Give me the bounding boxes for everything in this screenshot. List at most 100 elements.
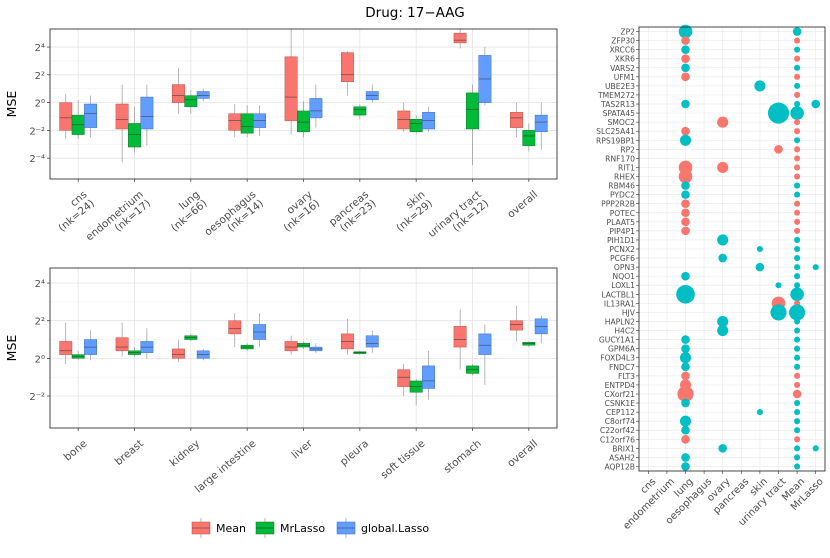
gene-label: ZFP30 [611,37,635,46]
x-tick-label: stomach [442,438,484,476]
x-tick-label: overall [505,438,540,470]
dot-GPM6A-lung [681,344,690,353]
box-MrLasso [353,106,367,116]
box-global.Lasso [309,98,323,119]
dot-CXorf21-Mean [792,389,802,399]
y-axis-label: MSE [4,91,19,118]
dot-FNDC7-lung [681,362,690,372]
gene-label: FLT3 [618,372,635,381]
dot-XRCC6-Mean [794,46,801,53]
panel-border [638,26,826,472]
dot-LACTBL1-lung [676,285,695,304]
dot-ZP2-lung [678,24,693,39]
dot-RIT1-ovary [717,161,729,173]
box-MrLasso [522,130,536,146]
dot-C8orf74-lung [679,415,692,427]
y-tick-label: 2⁻² [29,126,45,137]
dot-H4C2-ovary [717,325,729,337]
dot-TAS2R13-lung [681,99,690,109]
y-tick-label: 2⁻² [29,392,45,403]
x-tick-label: pancreas(nk=23) [327,189,379,238]
dot-XKR6-Mean [794,55,801,62]
gene-label: C8orf74 [605,417,635,426]
dot-PLAAT5-Mean [794,218,801,225]
dot-RBM46-lung [681,181,690,190]
panel-gene-dots: ZP2ZFP30XRCC6XKR6VARS2UFM1UBE2E3TMEM272T… [596,24,826,532]
dot-PCGF6-ovary [718,253,727,263]
gene-label: SLC25A41 [596,127,635,136]
gene-label: BRIX1 [612,444,635,453]
y-tick-label: 2⁰ [35,99,45,110]
box-global.Lasso [422,365,436,389]
dot-PIH1D1-ovary [717,234,729,246]
x-tick-label: soft tissue [378,438,427,482]
dot-SMOC2-Mean [794,119,801,126]
dot-PIH1D1-Mean [794,236,801,243]
box-Mean [59,102,73,131]
dot-H4C2-Mean [794,327,801,334]
box-Mean [228,113,242,131]
x-tick-label: cns(nk=24) [49,189,97,235]
dot-SLC25A41-lung [681,126,690,136]
x-tick-label: overall [505,189,540,221]
dot-LACTBL1-Mean [790,287,804,302]
dot-TAS2R13-Mean [794,100,801,108]
gene-label: AQP12B [605,462,636,471]
box-Mean [509,320,523,331]
dot-PPP2R2B-Mean [794,200,801,207]
dot-HJV-urinary-tract [770,304,787,321]
dot-FOXD4L3-Mean [794,354,801,361]
dot-UFM1-Mean [794,73,801,80]
box-MrLasso [522,342,536,346]
x-tick-label: lung(nk=66) [161,189,209,235]
gene-label: PCNX2 [609,245,635,254]
dot-POTEC-lung [681,208,690,218]
x-tick-label: pleura [338,438,371,469]
dot-CSNK1E-Mean [794,399,801,407]
gene-label: ZP2 [620,28,635,37]
dot-ZFP30-Mean [794,37,801,44]
gene-label: TMEM272 [597,91,635,100]
dot-RNF170-Mean [794,155,801,162]
box-Mean [397,110,411,130]
y-tick-label: 2⁻⁴ [29,154,45,165]
dot-CXorf21-lung [677,385,694,403]
dot-PLAAT5-lung [681,217,690,227]
dot-GUCY1A1-lung [681,335,690,344]
dot-RP2-urinary-tract [774,145,783,154]
dot-FLT3-Mean [794,372,801,379]
dot-ENTPD4-Mean [794,381,801,388]
y-tick-label: 2² [35,317,45,328]
box-MrLasso [466,92,479,130]
dot-UFM1-lung [681,72,690,82]
box-Mean [228,320,242,335]
dot-C22orf42-lung [681,425,690,435]
box-global.Lasso [84,103,98,128]
dot-ASAH2-lung [681,453,690,462]
box-MrLasso [297,110,310,133]
gene-label: PYDC2 [610,191,635,200]
dot-RP2-Mean [794,146,801,153]
dot-RBM46-Mean [794,182,801,189]
gene-label: FNDC7 [609,363,635,372]
gene-label: XRCC6 [609,46,635,55]
gene-label: LOXL1 [611,281,635,290]
dot-FNDC7-Mean [794,363,801,370]
gene-label: CXorf21 [604,390,635,399]
x-tick-label: kidney [168,438,203,470]
x-tick-label: ovary(nk=16) [274,189,322,235]
gene-label: IL13RA1 [604,299,635,308]
gene-label: VARS2 [610,64,635,73]
x-tick-label: skin(nk=29) [387,189,435,235]
box-Mean [284,56,298,121]
box-global.Lasso [140,96,154,130]
box-Mean [59,341,73,355]
gene-label: RHEX [614,173,635,182]
dot-HJV-Mean [789,304,806,321]
dot-AQP12B-Mean [794,463,801,470]
box-global.Lasso [196,91,210,99]
y-tick-label: 2² [35,71,45,82]
gene-label: CSNK1E [605,399,636,408]
dot-C8orf74-Mean [794,418,801,425]
